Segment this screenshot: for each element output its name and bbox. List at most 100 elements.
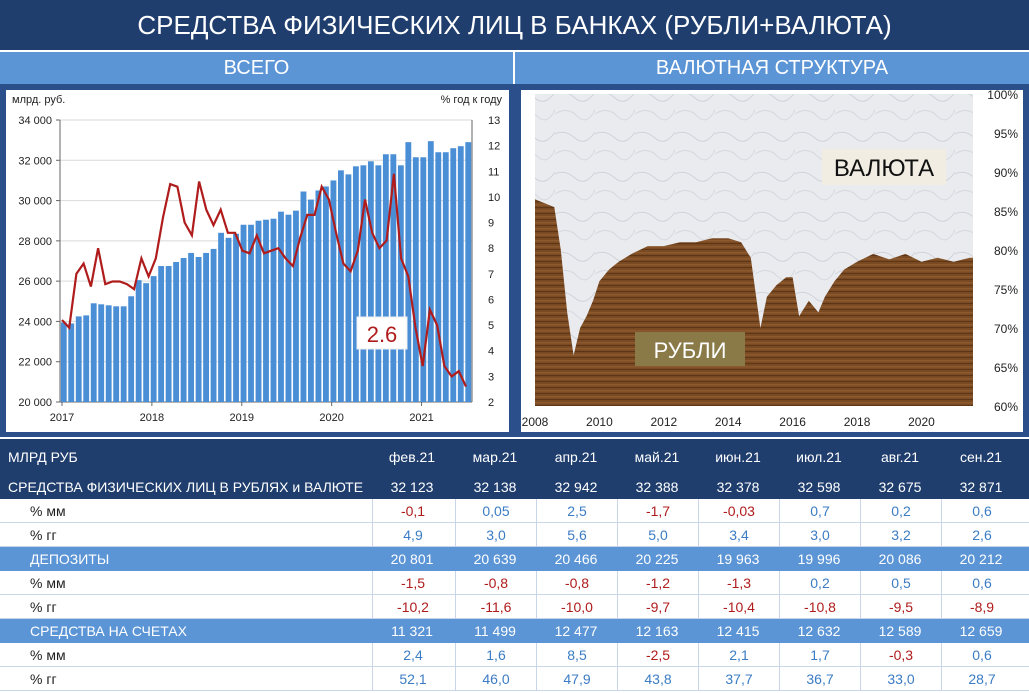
- bar: [203, 252, 209, 402]
- bar: [450, 148, 457, 402]
- bar: [105, 305, 112, 402]
- table-cell: 46,0: [455, 667, 536, 691]
- bar: [442, 152, 449, 402]
- table-cell: -0,03: [698, 499, 779, 523]
- table-cell: 32 942: [554, 479, 598, 495]
- section-header-currency-structure: ВАЛЮТНАЯ СТРУКТУРА: [515, 52, 1029, 84]
- table-cell: -10,2: [372, 595, 453, 619]
- table-cell: 12 659: [959, 623, 1003, 639]
- bar: [150, 276, 157, 402]
- bar: [270, 218, 277, 402]
- table-cell: -0,1: [372, 499, 453, 523]
- bar: [225, 237, 232, 402]
- y2-tick-label: 6: [488, 294, 494, 306]
- bar: [98, 304, 105, 402]
- row-divider: [0, 666, 1029, 667]
- bar: [405, 142, 412, 402]
- table-row: % гг 4,9 3,0 5,6 5,0 3,4 3,0 3,2 2,6: [0, 523, 1029, 547]
- table-cell: 32 123: [390, 479, 434, 495]
- bar: [68, 323, 75, 402]
- annotation-label: 2.6: [367, 322, 398, 347]
- table-cell: 2,4: [372, 643, 453, 667]
- table-row-label: % мм: [30, 575, 66, 591]
- bar: [308, 199, 314, 402]
- table-cell: 1,6: [455, 643, 536, 667]
- y-tick-label: 24 000: [18, 316, 52, 328]
- chart2-x-tick-label: 2016: [779, 415, 806, 429]
- table-cell: -11,6: [455, 595, 536, 619]
- bar: [435, 152, 442, 402]
- bar: [233, 233, 239, 402]
- table-cell: 2,6: [941, 523, 1022, 547]
- table-row: % гг 52,1 46,0 47,9 43,8 37,7 36,7 33,0 28,7: [0, 667, 1029, 691]
- y-tick-label: 34 000: [18, 115, 52, 127]
- table-header-row: МЛРД РУБ фев.21 мар.21 апр.21 май.21 июн.21 ию…: [0, 439, 1029, 475]
- table-cell: 32 138: [473, 479, 517, 495]
- bar: [323, 186, 329, 402]
- chart2-y-tick-label: 80%: [994, 244, 1018, 258]
- chart2-y-tick-label: 95%: [994, 127, 1018, 141]
- row-divider: [0, 618, 1029, 619]
- row-divider: [0, 522, 1029, 523]
- currency-series-label: ВАЛЮТА: [834, 155, 934, 182]
- table-row-label: % мм: [30, 503, 66, 519]
- table-cell: 12 589: [878, 623, 922, 639]
- table-cell: 5,0: [617, 523, 698, 547]
- bar: [397, 165, 404, 402]
- chart2-x-tick-label: 2014: [715, 415, 742, 429]
- bar: [240, 224, 247, 402]
- bar: [367, 161, 374, 402]
- x-tick-label: 2020: [319, 412, 343, 424]
- bar: [158, 266, 165, 402]
- table-cell: 0,5: [860, 571, 941, 595]
- currency-label-box: [822, 149, 946, 185]
- bar: [173, 262, 180, 402]
- y2-tick-label: 2: [488, 397, 494, 409]
- bar: [255, 220, 262, 402]
- y2-tick-label: 7: [488, 269, 494, 281]
- table-cell: -1,2: [617, 571, 698, 595]
- y2-tick-label: 5: [488, 320, 494, 332]
- y-tick-label: 20 000: [18, 397, 52, 409]
- table-cell: авг.21: [880, 449, 920, 465]
- y2-axis-label: % год к году: [441, 94, 503, 106]
- table-cell: 20 212: [959, 551, 1003, 567]
- table-cell: 3,4: [698, 523, 779, 547]
- table-row: % гг -10,2 -11,6 -10,0 -9,7 -10,4 -10,8 -9,5 -8,…: [0, 595, 1029, 619]
- table-cell: 12 415: [716, 623, 760, 639]
- table-row: % мм 2,4 1,6 8,5 -2,5 2,1 1,7 -0,3 0,6: [0, 643, 1029, 667]
- table-cell: -0,8: [455, 571, 536, 595]
- table-cell: 20 225: [635, 551, 679, 567]
- table-cell: 0,2: [779, 571, 860, 595]
- x-ticks: 2017 2018 2019 2020 2021: [50, 402, 434, 424]
- table-cell: фев.21: [388, 449, 436, 465]
- y2-tick-label: 4: [488, 346, 494, 358]
- y2-tick-label: 12: [488, 141, 500, 153]
- x-tick-label: 2021: [409, 412, 433, 424]
- x-tick-label: 2017: [50, 412, 74, 424]
- bar: [337, 170, 344, 402]
- table-cell: 20 801: [390, 551, 434, 567]
- table-row-label: % гг: [30, 527, 57, 543]
- table-cell: 0,05: [455, 499, 536, 523]
- chart2-x-tick-label: 2020: [908, 415, 935, 429]
- table-row-label: % гг: [30, 671, 57, 687]
- table-row-label: СРЕДСТВА НА СЧЕТАХ: [30, 623, 187, 639]
- bar: [293, 210, 299, 402]
- page-title: СРЕДСТВА ФИЗИЧЕСКИХ ЛИЦ В БАНКАХ (РУБЛИ+…: [0, 0, 1029, 52]
- bar: [345, 174, 352, 402]
- table-cell: 12 477: [554, 623, 598, 639]
- y-ticks: 34 000 32 000 30 000 28 000 26 000 24 000 22 0…: [18, 115, 52, 409]
- table-cell: 19 963: [716, 551, 760, 567]
- table-header-label: МЛРД РУБ: [8, 449, 78, 465]
- bar: [218, 232, 224, 402]
- bar: [278, 211, 284, 402]
- table-cell: 32 675: [878, 479, 922, 495]
- chart2-x-ticks: 2008 2010 2012 2014 2016 2018 2020: [522, 415, 935, 429]
- section-header-total: ВСЕГО: [0, 52, 513, 84]
- table-row-label: ДЕПОЗИТЫ: [30, 551, 110, 567]
- table-cell: 20 466: [554, 551, 598, 567]
- table-row: % мм -0,1 0,05 2,5 -1,7 -0,03 0,7 0,2 0,6: [0, 499, 1029, 523]
- chart2-y-tick-label: 65%: [994, 361, 1018, 375]
- table-cell: -10,0: [536, 595, 617, 619]
